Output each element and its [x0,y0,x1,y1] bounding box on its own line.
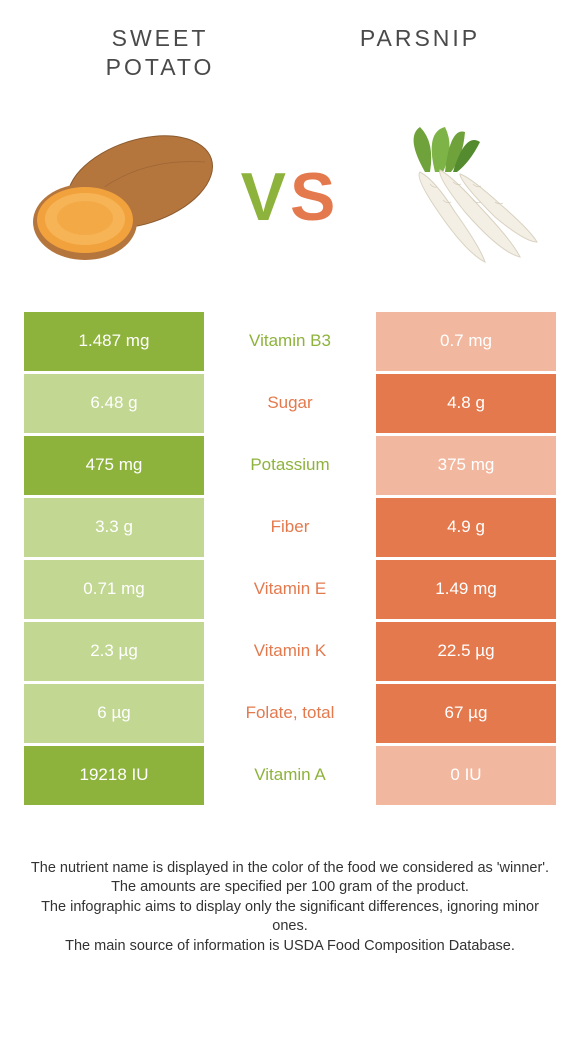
header: SWEET POTATO PARSNIP [0,0,580,82]
nutrient-label: Sugar [204,374,376,433]
nutrient-label: Vitamin A [204,746,376,805]
images-row: VS [0,92,580,302]
vs-label: VS [241,163,340,231]
table-row: 3.3 gFiber4.9 g [24,498,556,557]
parsnip-image [360,122,550,272]
right-value: 4.8 g [376,374,556,433]
footer-line: The infographic aims to display only the… [22,898,558,937]
nutrient-table: 1.487 mgVitamin B30.7 mg6.48 gSugar4.8 g… [24,312,556,805]
left-value: 0.71 mg [24,560,204,619]
table-row: 0.71 mgVitamin E1.49 mg [24,560,556,619]
table-row: 6 µgFolate, total67 µg [24,684,556,743]
nutrient-label: Folate, total [204,684,376,743]
left-value: 6 µg [24,684,204,743]
nutrient-label: Vitamin B3 [204,312,376,371]
footer-line: The nutrient name is displayed in the co… [22,859,558,879]
table-row: 19218 IUVitamin A0 IU [24,746,556,805]
nutrient-label: Fiber [204,498,376,557]
right-value: 0.7 mg [376,312,556,371]
left-value: 1.487 mg [24,312,204,371]
left-value: 6.48 g [24,374,204,433]
right-value: 0 IU [376,746,556,805]
vs-v: V [241,159,290,235]
nutrient-label: Vitamin E [204,560,376,619]
table-row: 2.3 µgVitamin K22.5 µg [24,622,556,681]
footer-line: The main source of information is USDA F… [22,937,558,957]
footer-line: The amounts are specified per 100 gram o… [22,878,558,898]
vs-s: S [290,159,339,235]
nutrient-label: Potassium [204,436,376,495]
left-value: 2.3 µg [24,622,204,681]
right-food-title: PARSNIP [320,24,520,82]
left-value: 19218 IU [24,746,204,805]
sweet-potato-image [30,122,220,272]
table-row: 6.48 gSugar4.8 g [24,374,556,433]
right-value: 67 µg [376,684,556,743]
right-value: 375 mg [376,436,556,495]
left-value: 3.3 g [24,498,204,557]
right-value: 4.9 g [376,498,556,557]
left-value: 475 mg [24,436,204,495]
nutrient-label: Vitamin K [204,622,376,681]
table-row: 1.487 mgVitamin B30.7 mg [24,312,556,371]
right-value: 22.5 µg [376,622,556,681]
footer-notes: The nutrient name is displayed in the co… [22,859,558,957]
table-row: 475 mgPotassium375 mg [24,436,556,495]
left-food-title: SWEET POTATO [60,24,260,82]
right-value: 1.49 mg [376,560,556,619]
